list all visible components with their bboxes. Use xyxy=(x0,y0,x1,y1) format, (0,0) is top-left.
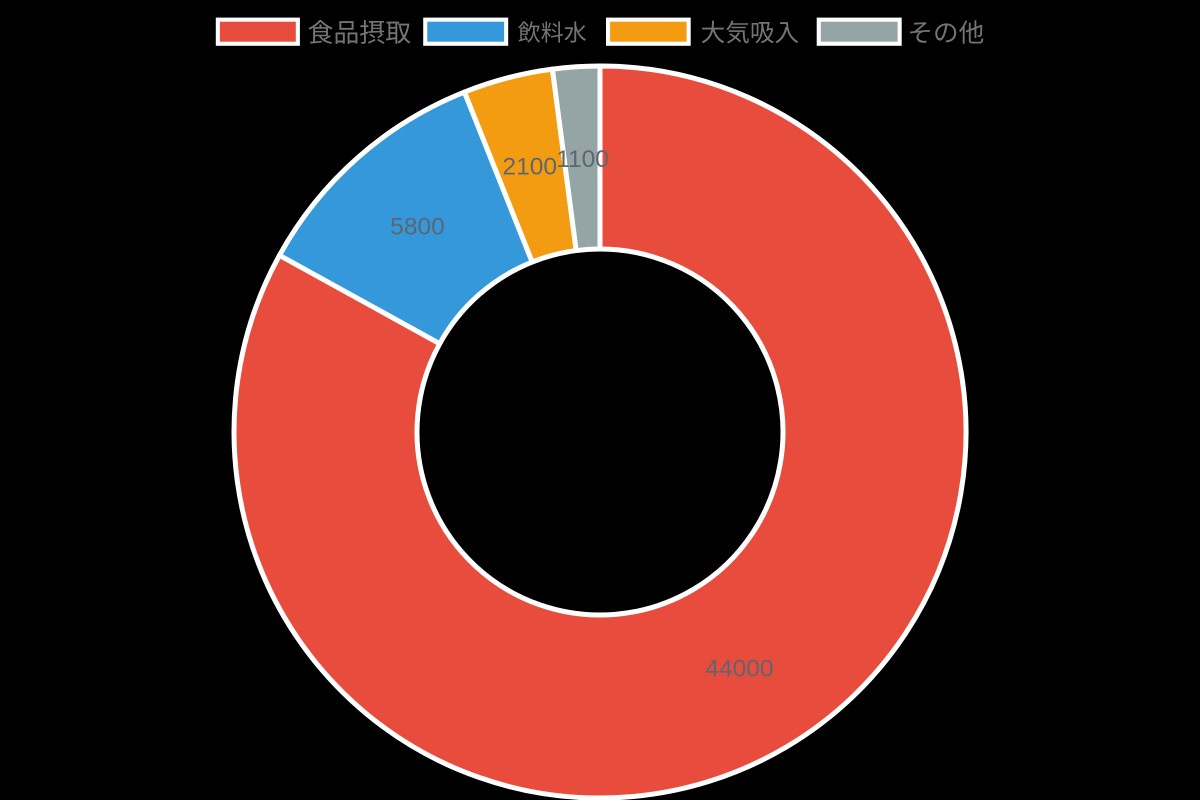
svg-text:1100: 1100 xyxy=(556,146,609,173)
svg-text:5800: 5800 xyxy=(390,214,445,241)
svg-text:44000: 44000 xyxy=(705,655,773,682)
svg-text:2100: 2100 xyxy=(503,153,558,180)
